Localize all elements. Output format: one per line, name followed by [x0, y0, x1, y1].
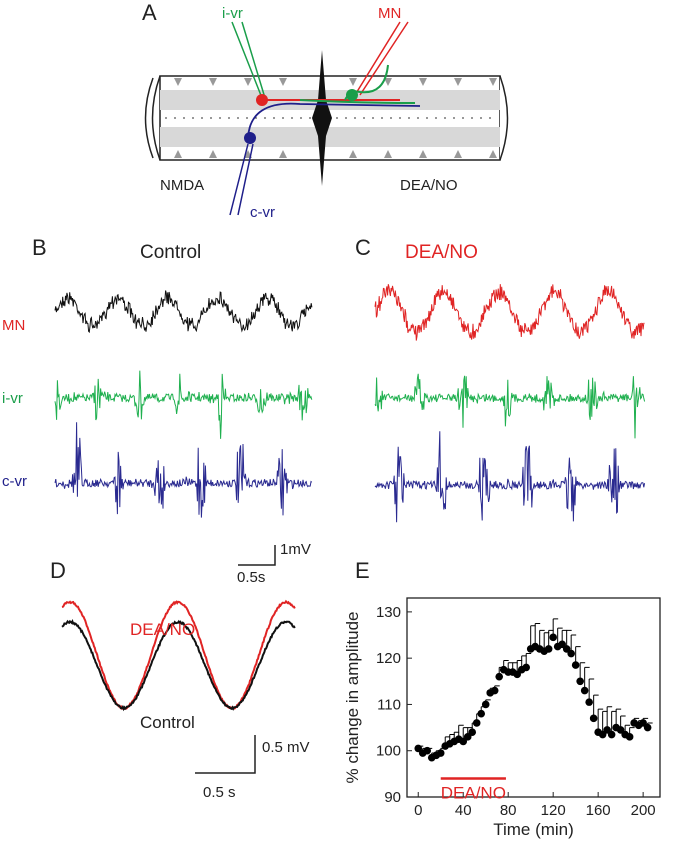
scale-label: 0.5 s — [203, 784, 236, 801]
y-axis-label: % change in amplitude — [343, 611, 362, 783]
trace — [55, 291, 312, 333]
point — [572, 661, 580, 669]
panel-label: A — [142, 0, 157, 25]
interneuron-cell — [346, 89, 358, 101]
trace-label: DEA/NO — [130, 620, 195, 639]
x-axis-label: Time (min) — [493, 820, 574, 839]
label: c-vr — [250, 204, 275, 221]
row-label: MN — [2, 317, 25, 334]
scale-bar — [195, 735, 255, 773]
scale-bar — [238, 545, 275, 565]
label: i-vr — [222, 5, 243, 22]
row-label: c-vr — [2, 473, 27, 490]
trace — [375, 374, 645, 439]
x-tick-label: 120 — [541, 802, 566, 819]
scale-label: 1mV — [280, 541, 311, 558]
scale-label: 0.5 mV — [262, 739, 310, 756]
cord-end — [146, 76, 161, 160]
point — [644, 724, 652, 732]
panel-label: D — [50, 558, 66, 583]
point — [423, 747, 431, 755]
label: MN — [378, 5, 401, 22]
y-tick-label: 90 — [384, 789, 401, 806]
point — [590, 715, 598, 723]
chart: 90 100 110 120 130 0 40 80 120 160 200 Time (min) % … — [343, 598, 660, 839]
point — [468, 728, 476, 736]
label: NMDA — [160, 177, 204, 194]
y-tick-label: 100 — [376, 743, 401, 760]
panel-label: C — [355, 235, 371, 260]
point — [473, 719, 481, 727]
point — [549, 634, 557, 642]
point — [437, 749, 445, 757]
point — [491, 687, 499, 695]
plot-frame — [407, 598, 660, 797]
lesion — [312, 50, 332, 186]
y-tick-label: 110 — [377, 696, 401, 713]
x-tick-label: 80 — [500, 802, 517, 819]
y-tick-label: 120 — [376, 650, 401, 667]
point — [545, 645, 553, 653]
point — [585, 698, 593, 706]
mn-cell — [256, 94, 268, 106]
x-tick-label: 40 — [455, 802, 472, 819]
point — [482, 701, 490, 709]
trace — [375, 284, 645, 341]
point — [581, 687, 589, 695]
point — [567, 650, 575, 658]
trace — [55, 371, 312, 439]
point — [576, 678, 584, 686]
gray-band — [160, 127, 500, 147]
y-tick-label: 130 — [376, 604, 401, 621]
point — [626, 733, 634, 741]
panel-title: Control — [140, 242, 201, 263]
c-cell — [244, 132, 256, 144]
trace — [55, 422, 312, 517]
point — [495, 673, 503, 681]
scale-label: 0.5s — [237, 569, 265, 586]
panel-label: B — [32, 235, 47, 260]
panel-title: DEA/NO — [405, 242, 478, 263]
point — [522, 664, 530, 672]
panel-label: E — [355, 558, 370, 583]
row-label: i-vr — [2, 390, 23, 407]
trace-label: Control — [140, 713, 195, 732]
x-tick-label: 160 — [586, 802, 611, 819]
cord-end — [500, 76, 508, 160]
annotation: DEA/NO — [441, 783, 506, 802]
trace — [375, 431, 645, 522]
label: DEA/NO — [400, 177, 458, 194]
trace — [62, 601, 295, 709]
point — [608, 731, 616, 739]
point — [477, 710, 485, 718]
x-tick-label: 0 — [414, 802, 422, 819]
x-tick-label: 200 — [631, 802, 656, 819]
